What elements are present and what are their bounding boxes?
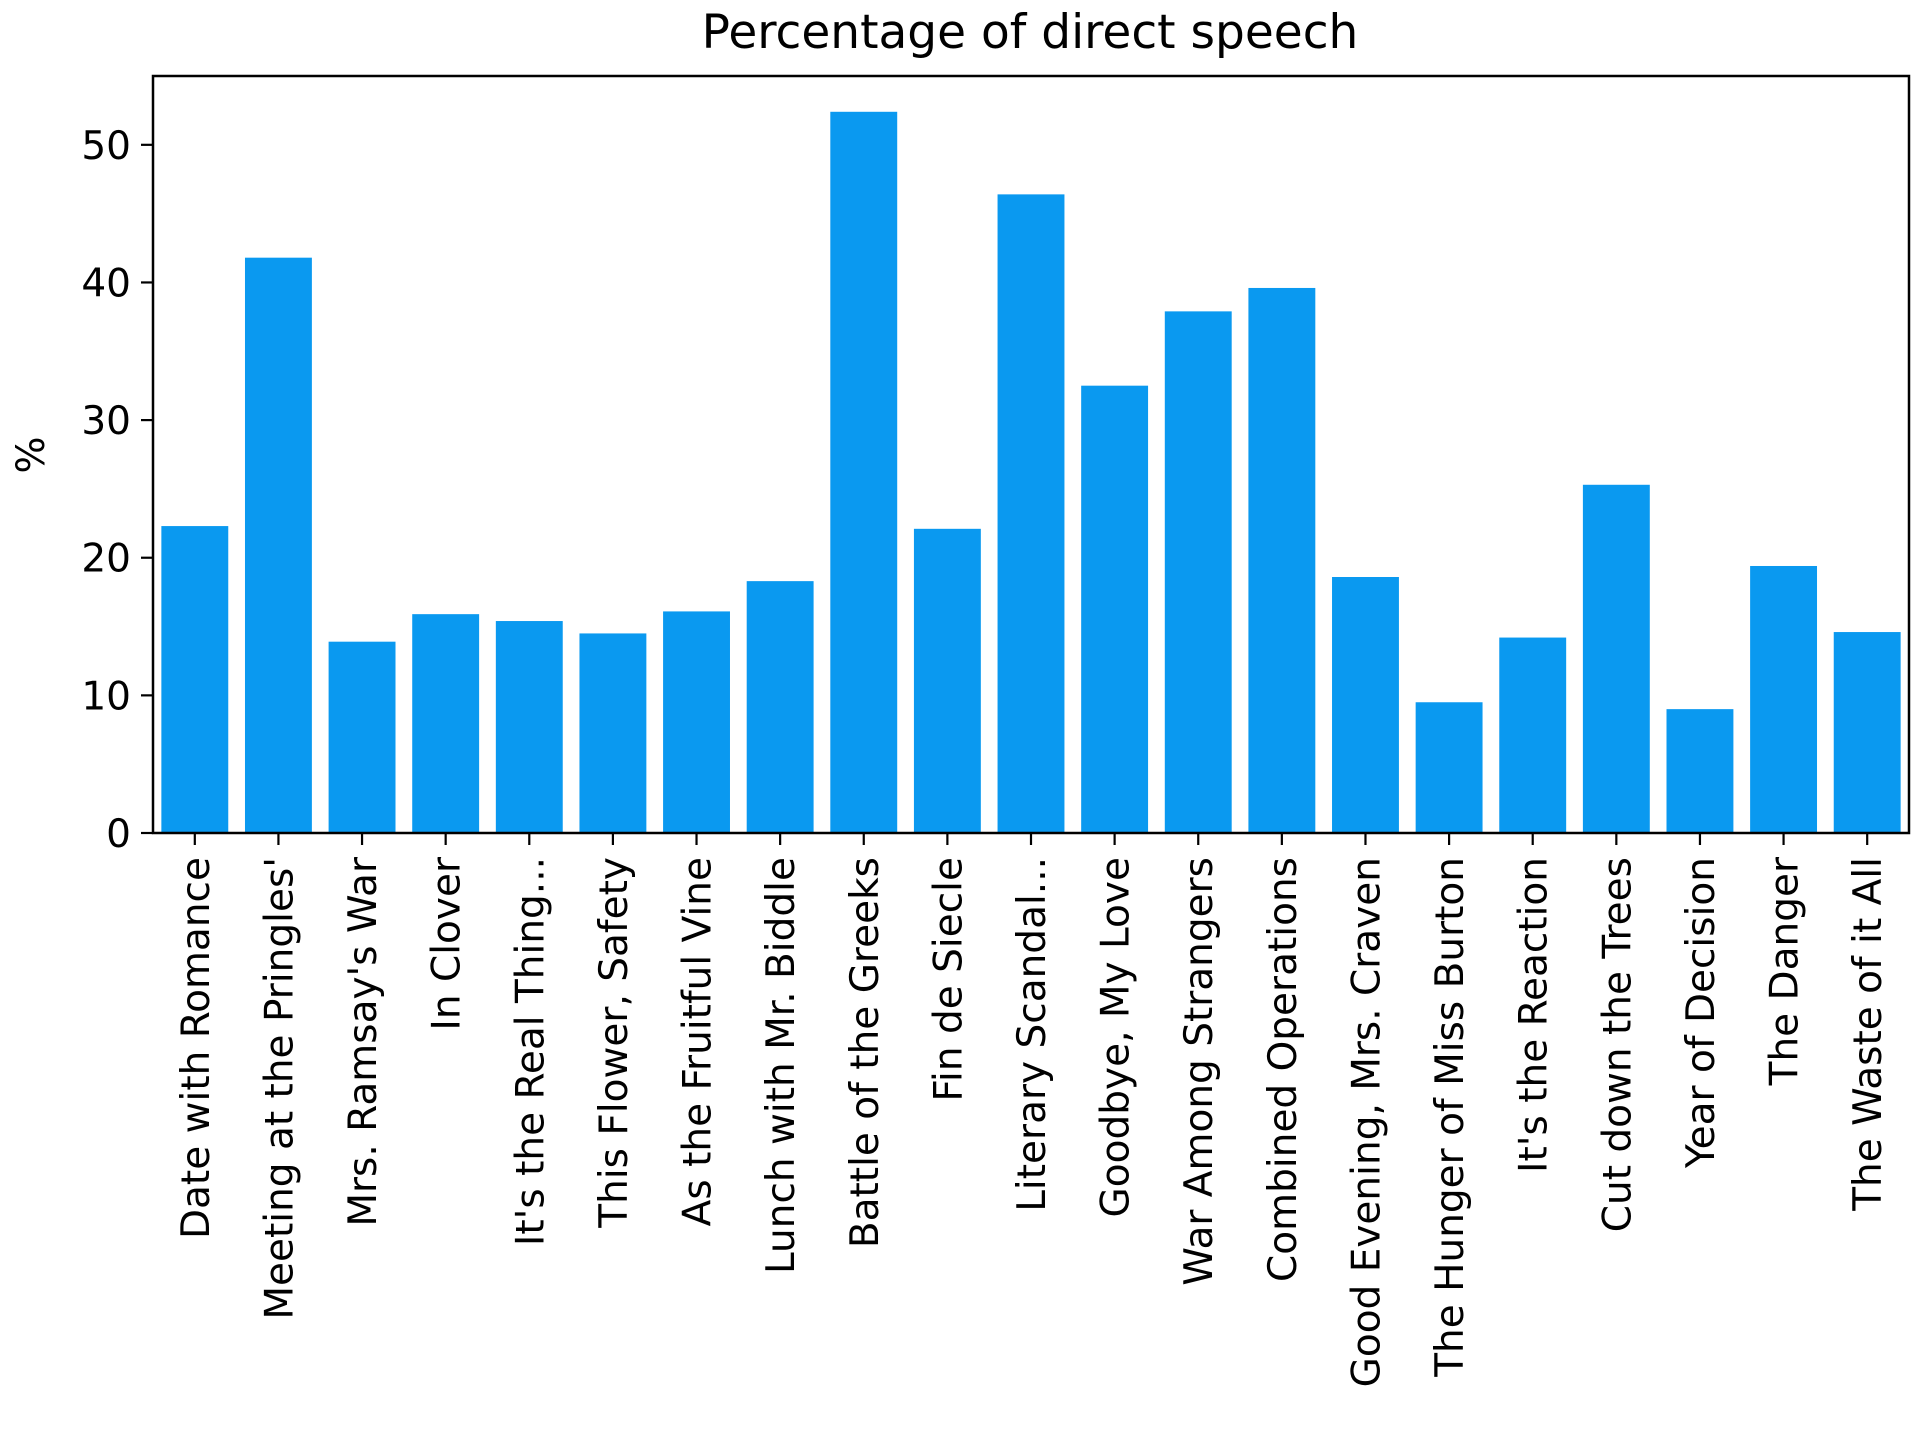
plot-frame (151, 74, 1911, 835)
x-tick-label: The Waste of it All (1846, 857, 1891, 1212)
x-tick-label: As the Fruitful Vine (676, 857, 721, 1226)
x-axis-ticks: Date with Romance Meeting at the Pringles… (174, 833, 1891, 1387)
y-tick-label: 40 (81, 261, 131, 306)
bar (1164, 311, 1232, 833)
bar (495, 621, 563, 833)
x-tick-label: In Clover (425, 856, 470, 1031)
bar (579, 633, 647, 833)
x-tick-label: Cut down the Trees (1595, 857, 1640, 1232)
x-tick-label: Literary Scandal... (1010, 857, 1055, 1212)
bar (663, 611, 730, 833)
bar (830, 111, 898, 834)
bar (746, 581, 814, 833)
x-tick-label: Goodbye, My Love (1094, 857, 1139, 1217)
bar (1666, 709, 1734, 833)
x-tick-label: Combined Operations (1261, 857, 1306, 1282)
x-tick-label: The Hunger of Miss Burton (1428, 857, 1473, 1378)
x-tick-label: Fin de Siecle (926, 857, 971, 1102)
x-tick-label: War Among Strangers (1177, 857, 1222, 1286)
bar (1833, 632, 1901, 833)
x-tick-label: It's the Reaction (1512, 857, 1557, 1173)
y-tick-label: 30 (81, 399, 131, 444)
x-tick-label: Good Evening, Mrs. Craven (1344, 857, 1389, 1387)
bar (1332, 577, 1399, 833)
x-tick-label: The Danger (1763, 856, 1808, 1086)
x-tick-label: It's the Real Thing... (508, 857, 553, 1246)
x-tick-label: Meeting at the Pringles' (257, 857, 302, 1320)
bar (328, 641, 396, 833)
bar (1499, 637, 1567, 833)
x-tick-label: Mrs. Ramsay's War (341, 856, 386, 1227)
bar (161, 526, 229, 833)
y-axis-label: % (9, 436, 54, 473)
bar (1081, 385, 1149, 833)
bars-group (161, 111, 1901, 834)
bar (1415, 702, 1483, 833)
bar (1248, 287, 1316, 834)
x-tick-label: Lunch with Mr. Biddle (759, 857, 804, 1274)
x-tick-label: This Flower, Safety (592, 857, 637, 1229)
y-tick-label: 10 (81, 674, 131, 719)
y-tick-label: 20 (81, 537, 131, 582)
y-tick-label: 0 (106, 812, 131, 857)
y-tick-label: 50 (81, 124, 131, 169)
chart-title: Percentage of direct speech (702, 5, 1359, 60)
bar (244, 257, 312, 833)
y-axis-ticks: 0 10 20 30 40 50 (81, 124, 153, 857)
x-tick-label: Date with Romance (174, 857, 219, 1239)
x-tick-label: Battle of the Greeks (843, 857, 888, 1248)
bar (1750, 565, 1818, 833)
bar (997, 194, 1065, 833)
bar (412, 614, 480, 833)
bar (1582, 484, 1650, 833)
x-tick-label: Year of Decision (1679, 857, 1724, 1169)
bar (913, 528, 981, 833)
